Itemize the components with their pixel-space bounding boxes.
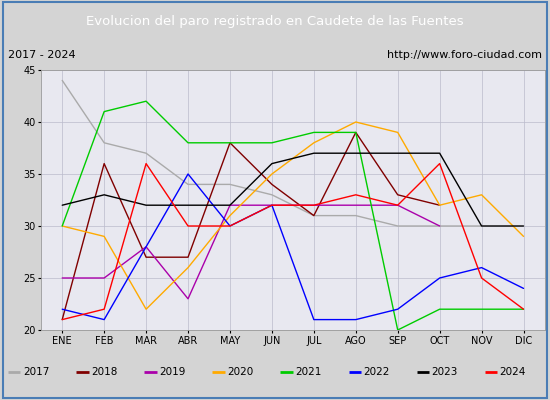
Text: 2021: 2021 xyxy=(295,367,322,377)
Text: 2017: 2017 xyxy=(23,367,50,377)
Text: 2024: 2024 xyxy=(499,367,526,377)
Text: 2017 - 2024: 2017 - 2024 xyxy=(8,50,76,60)
Text: 2019: 2019 xyxy=(160,367,186,377)
Text: 2018: 2018 xyxy=(91,367,118,377)
Text: 2023: 2023 xyxy=(432,367,458,377)
Text: http://www.foro-ciudad.com: http://www.foro-ciudad.com xyxy=(387,50,542,60)
Text: 2022: 2022 xyxy=(364,367,390,377)
Text: Evolucion del paro registrado en Caudete de las Fuentes: Evolucion del paro registrado en Caudete… xyxy=(86,14,464,28)
Text: 2020: 2020 xyxy=(227,367,254,377)
